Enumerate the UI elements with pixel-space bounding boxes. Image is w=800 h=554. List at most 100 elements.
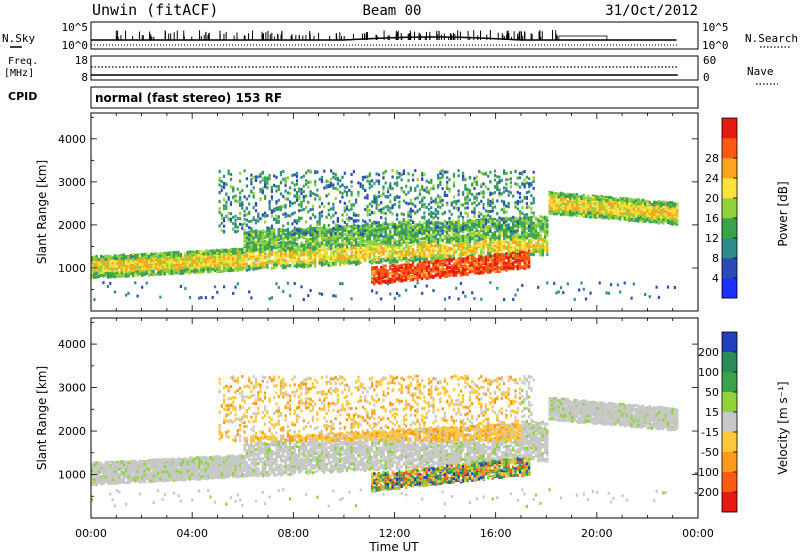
- power-cell: [223, 262, 226, 266]
- power-cell: [113, 290, 116, 294]
- power-cell: [257, 253, 260, 256]
- power-cell: [243, 217, 246, 221]
- power-cell: [225, 248, 228, 252]
- power-cell: [259, 217, 262, 221]
- power-cell: [286, 244, 289, 248]
- power-cell: [286, 214, 289, 218]
- power-cell: [373, 181, 376, 185]
- power-cell: [275, 221, 278, 225]
- power-cell: [339, 282, 342, 286]
- power-cell: [396, 246, 399, 249]
- power-cell: [393, 273, 396, 277]
- power-cell: [93, 265, 96, 269]
- power-cell: [286, 246, 289, 250]
- power-cell: [302, 244, 305, 248]
- power-cell: [359, 232, 362, 236]
- power-cell: [371, 271, 374, 275]
- power-cell: [373, 211, 376, 215]
- power-cell: [241, 258, 244, 262]
- power-cell: [282, 264, 285, 267]
- power-cell: [259, 247, 262, 251]
- power-cell: [223, 255, 226, 259]
- power-cell: [273, 240, 276, 244]
- power-cell: [234, 218, 237, 222]
- power-cell: [241, 249, 244, 253]
- power-cell: [375, 221, 378, 225]
- power-cell: [371, 289, 374, 293]
- power-cell: [345, 185, 349, 189]
- power-heatmap: [91, 169, 679, 302]
- power-cell: [239, 195, 242, 199]
- power-cell: [204, 267, 207, 271]
- power-cell: [179, 260, 182, 263]
- power-cell: [393, 266, 396, 269]
- power-cell: [400, 265, 403, 269]
- power-cell: [207, 249, 210, 253]
- power-cell: [200, 266, 203, 270]
- power-cell: [250, 244, 253, 248]
- power-cell: [143, 267, 146, 271]
- power-cell: [291, 229, 294, 233]
- power-cell: [175, 254, 178, 258]
- power-cell: [373, 280, 376, 284]
- power-cell: [355, 250, 358, 254]
- power-cell: [391, 259, 394, 263]
- power-cell: [177, 263, 180, 267]
- power-cell: [409, 198, 412, 202]
- power-cell: [409, 263, 412, 267]
- power-cell: [380, 194, 383, 198]
- power-cell: [316, 220, 319, 224]
- power-cell: [323, 244, 326, 248]
- power-cell: [332, 229, 335, 233]
- power-cell: [311, 235, 314, 239]
- power-cell: [384, 220, 387, 224]
- power-cell: [311, 247, 314, 251]
- power-cell: [405, 288, 408, 292]
- power-cell: [195, 261, 198, 265]
- power-cell: [341, 282, 344, 286]
- power-cell: [298, 187, 301, 191]
- power-cell: [200, 264, 203, 268]
- power-cell: [407, 226, 410, 230]
- power-cell: [377, 208, 380, 212]
- power-cell: [343, 209, 346, 213]
- power-cell: [343, 249, 346, 253]
- power-cell: [91, 271, 94, 275]
- power-cell: [389, 271, 392, 275]
- power-cell: [264, 261, 267, 265]
- power-cell: [396, 176, 399, 180]
- power-cell: [136, 270, 139, 274]
- power-cell: [293, 244, 296, 248]
- power-cell: [225, 252, 228, 256]
- power-cell: [193, 269, 196, 273]
- power-cell: [282, 289, 285, 293]
- power-cell: [239, 179, 242, 183]
- power-cell: [202, 255, 205, 259]
- power-cell: [352, 226, 355, 230]
- power-cell: [122, 264, 126, 268]
- power-cell: [157, 268, 160, 272]
- power-cell: [268, 177, 271, 181]
- power-cell: [336, 249, 339, 253]
- power-cell: [355, 243, 358, 247]
- power-cell: [373, 277, 376, 281]
- power-cell: [409, 278, 412, 282]
- power-cell: [252, 230, 255, 234]
- power-cell: [366, 222, 369, 226]
- power-cell: [389, 193, 392, 197]
- power-cell: [227, 266, 230, 270]
- power-cell: [302, 184, 305, 188]
- power-cell: [286, 191, 289, 195]
- power-cell: [270, 248, 273, 252]
- power-cell: [241, 223, 244, 227]
- power-cell: [257, 219, 260, 223]
- power-cell: [325, 237, 328, 241]
- power-cell: [375, 236, 378, 240]
- power-cell: [350, 258, 353, 262]
- power-cell: [243, 258, 246, 262]
- power-cell: [366, 231, 369, 235]
- power-cell: [259, 249, 262, 253]
- power-cell: [352, 223, 355, 227]
- power-cell: [113, 267, 116, 271]
- power-cell: [277, 258, 280, 262]
